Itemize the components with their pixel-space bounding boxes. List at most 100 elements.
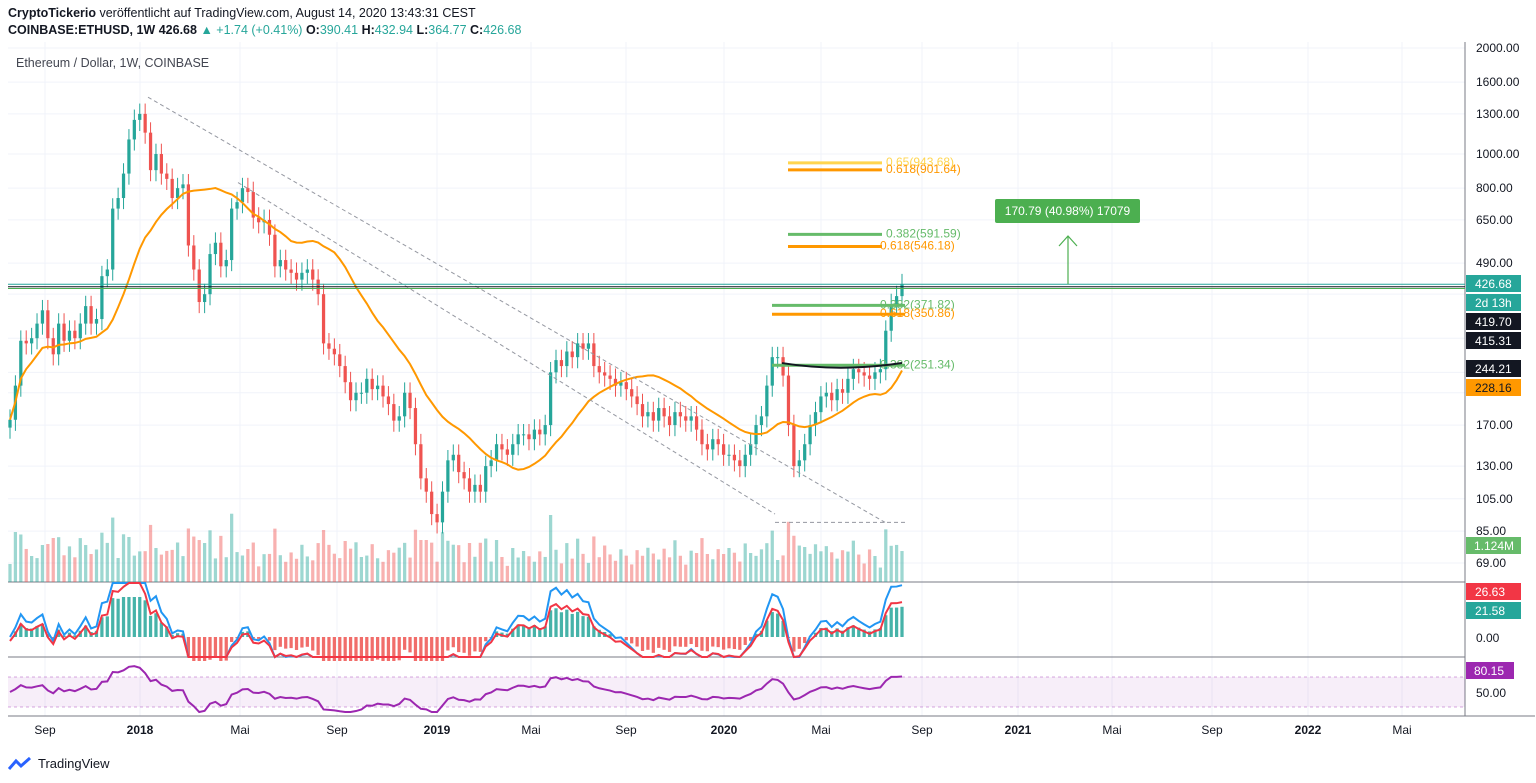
macd-histogram-bar: [824, 627, 828, 637]
macd-histogram-bar: [84, 625, 88, 637]
candle-body: [62, 323, 66, 341]
price-tag-label: 244.21: [1475, 362, 1512, 376]
macd-histogram-bar: [862, 629, 866, 637]
candle-body: [138, 113, 142, 120]
fib-level-label: 0.618(901.64): [886, 162, 961, 176]
macd-histogram-bar: [316, 637, 320, 656]
volume-bar: [121, 534, 126, 582]
tradingview-footer[interactable]: TradingView: [8, 756, 110, 771]
volume-bar: [851, 540, 855, 582]
macd-histogram-bar: [435, 637, 439, 661]
volume-bar: [732, 552, 737, 582]
price-tag: [1466, 662, 1514, 679]
macd-histogram-bar: [770, 612, 774, 637]
volume-bar: [446, 540, 450, 582]
candle-body: [500, 444, 504, 450]
candle-body: [808, 425, 812, 445]
volume-bar: [505, 565, 509, 582]
candle-body: [857, 369, 861, 373]
volume-bar: [478, 542, 482, 582]
volume-bar: [197, 540, 201, 582]
low-label: L:: [416, 23, 429, 37]
macd-histogram-bar: [197, 637, 201, 661]
price-tag-label: 426.68: [1475, 277, 1512, 291]
volume-bar: [500, 557, 504, 582]
volume-bar: [430, 542, 434, 582]
candle-body: [473, 484, 477, 492]
volume-bar: [67, 546, 72, 582]
y-tick-label: 800.00: [1476, 181, 1513, 195]
candle-body: [267, 219, 272, 235]
candle-body: [581, 343, 585, 349]
volume-bar: [251, 542, 255, 582]
candle-body: [657, 408, 661, 421]
volume-bar: [424, 540, 428, 582]
moving-average-line: [9, 187, 903, 471]
macd-histogram-bar: [40, 623, 45, 637]
y-tick-label: 170.00: [1476, 418, 1513, 432]
macd-histogram-bar: [900, 606, 904, 637]
volume-bar: [484, 538, 488, 582]
volume-bar: [721, 554, 726, 582]
candle-body: [327, 343, 331, 349]
volume-bar: [894, 544, 899, 582]
signal-value-label: 21.58: [1475, 604, 1505, 618]
trendline-upper: [147, 96, 886, 523]
candle-body: [375, 385, 380, 390]
y-tick-label: 1300.00: [1476, 107, 1520, 121]
candle-body: [548, 372, 553, 426]
candle-body: [143, 113, 147, 133]
candle-body: [576, 343, 580, 358]
volume-bar: [754, 555, 758, 582]
volume-bar: [62, 555, 66, 582]
macd-histogram-bar: [689, 637, 693, 645]
x-tick-label: Mai: [1102, 723, 1121, 737]
price-tag: [1466, 583, 1521, 600]
volume-bar: [321, 530, 326, 582]
volume-bar: [246, 549, 250, 582]
candle-body: [165, 173, 169, 179]
macd-histogram-bar: [111, 598, 115, 637]
volume-bar: [749, 553, 753, 582]
macd-histogram-bar: [289, 637, 293, 649]
volume-bar: [305, 556, 309, 582]
publish-header: CryptoTickerio veröffentlicht auf Tradin…: [8, 6, 476, 20]
volume-bar: [586, 562, 591, 582]
y-tick-label: 2000.00: [1476, 41, 1520, 55]
candle-body: [505, 449, 509, 455]
macd-histogram-bar: [873, 629, 877, 637]
candle-body: [640, 404, 645, 417]
candle-body: [219, 242, 223, 267]
volume-bar: [603, 545, 607, 582]
symbol-label[interactable]: COINBASE:ETHUSD, 1W: [8, 23, 156, 37]
volume-bar: [684, 564, 688, 582]
volume-bar: [667, 557, 672, 582]
macd-histogram-bar: [403, 637, 407, 650]
trendline-lower: [237, 182, 776, 515]
macd-histogram-bar: [338, 637, 342, 661]
candle-body: [624, 382, 628, 390]
volume-bar: [700, 538, 704, 582]
macd-histogram-bar: [586, 616, 591, 637]
y-tick-label: 69.00: [1476, 556, 1506, 570]
volume-bar: [559, 563, 564, 582]
publisher-name[interactable]: CryptoTickerio: [8, 6, 96, 20]
volume-bar: [338, 558, 342, 582]
macd-histogram-bar: [678, 637, 682, 647]
candle-body: [343, 366, 347, 383]
y-tick-label: 650.00: [1476, 213, 1513, 227]
volume-bar: [332, 553, 336, 582]
candle-body: [424, 478, 428, 492]
candle-body: [208, 254, 212, 295]
volume-bar: [630, 564, 634, 582]
candle-body: [224, 260, 228, 267]
candle-body: [413, 408, 418, 445]
volume-bar: [900, 551, 904, 582]
volume-bar: [40, 545, 45, 582]
volume-bar: [743, 543, 747, 582]
volume-bar: [597, 557, 601, 582]
volume-bar: [797, 545, 801, 582]
y-tick-label: 490.00: [1476, 256, 1513, 270]
volume-bar: [435, 561, 439, 582]
